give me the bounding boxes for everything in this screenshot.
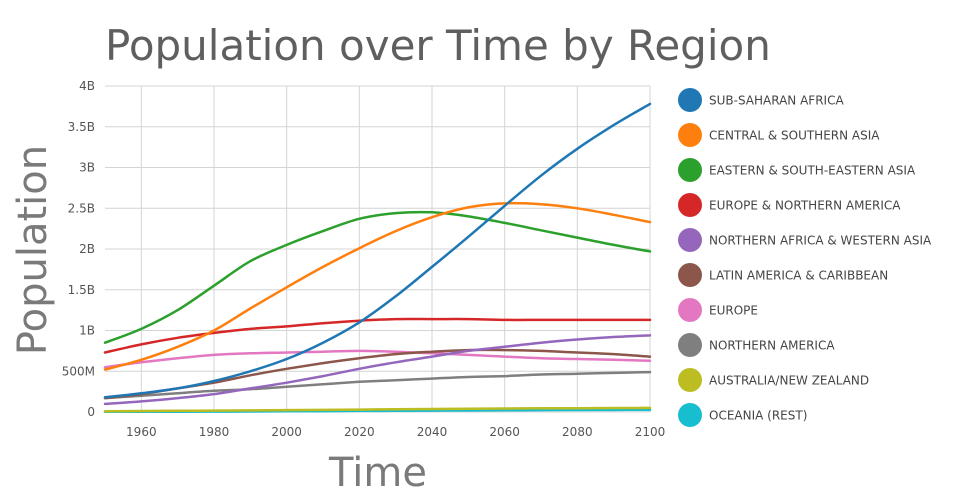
x-tick-label: 1960: [126, 425, 157, 439]
legend-label: CENTRAL & SOUTHERN ASIA: [709, 129, 880, 143]
y-tick-label: 4B: [79, 79, 95, 93]
x-tick-label: 2000: [271, 425, 302, 439]
chart-title: Population over Time by Region: [105, 21, 771, 70]
legend-label: EUROPE: [709, 304, 758, 318]
x-axis-title: Time: [328, 450, 427, 496]
series-line-northern-america: [103, 370, 652, 400]
x-tick-label: 2020: [344, 425, 375, 439]
legend-marker: [678, 123, 702, 147]
legend-label: LATIN AMERICA & CARIBBEAN: [709, 269, 888, 283]
legend-label: EASTERN & SOUTH-EASTERN ASIA: [709, 164, 916, 178]
y-tick-label: 2B: [79, 242, 95, 256]
series-line-europe-northern-america: [103, 317, 652, 354]
series-line-sub-saharan-africa: [103, 102, 652, 399]
y-tick-label: 0: [87, 405, 95, 419]
legend-marker: [678, 88, 702, 112]
series-lines: [103, 102, 652, 414]
legend-label: NORTHERN AMERICA: [709, 339, 835, 353]
series-line-europe: [103, 349, 652, 369]
series-line-northern-africa-western-asia: [103, 334, 652, 406]
x-tick-label: 1980: [199, 425, 230, 439]
legend-marker: [678, 193, 702, 217]
series-line-central-southern-asia: [103, 201, 652, 371]
legend-marker: [678, 403, 702, 427]
y-tick-label: 3B: [79, 161, 95, 175]
legend-marker: [678, 333, 702, 357]
y-axis-ticks: 0 500M 1B 1.5B 2B 2.5B 3B 3.5B 4B: [62, 79, 95, 419]
legend-label: SUB-SAHARAN AFRICA: [709, 94, 844, 108]
y-tick-label: 1.5B: [68, 283, 95, 297]
y-tick-label: 500M: [62, 364, 95, 378]
legend-marker: [678, 228, 702, 252]
legend-marker: [678, 298, 702, 322]
series-line-australia-new-zealand: [103, 406, 652, 413]
x-axis-ticks: 1960 1980 2000 2020 2040 2060 2080 2100: [126, 425, 665, 439]
x-tick-label: 2060: [489, 425, 520, 439]
x-tick-label: 2100: [635, 425, 666, 439]
grid: [105, 85, 651, 413]
series-line-eastern-south-eastern-asia: [103, 210, 652, 344]
legend: SUB-SAHARAN AFRICA CENTRAL & SOUTHERN ASI…: [678, 88, 932, 427]
y-tick-label: 3.5B: [68, 120, 95, 134]
legend-marker: [678, 368, 702, 392]
y-tick-label: 1B: [79, 324, 95, 338]
y-axis-title: Population: [10, 145, 56, 355]
legend-label: EUROPE & NORTHERN AMERICA: [709, 199, 901, 213]
legend-label: NORTHERN AFRICA & WESTERN ASIA: [709, 234, 932, 248]
legend-marker: [678, 158, 702, 182]
x-tick-label: 2080: [562, 425, 593, 439]
legend-label: OCEANIA (REST): [709, 409, 807, 423]
legend-marker: [678, 263, 702, 287]
y-tick-label: 2.5B: [68, 201, 95, 215]
x-tick-label: 2040: [417, 425, 448, 439]
legend-label: AUSTRALIA/NEW ZEALAND: [709, 374, 869, 388]
